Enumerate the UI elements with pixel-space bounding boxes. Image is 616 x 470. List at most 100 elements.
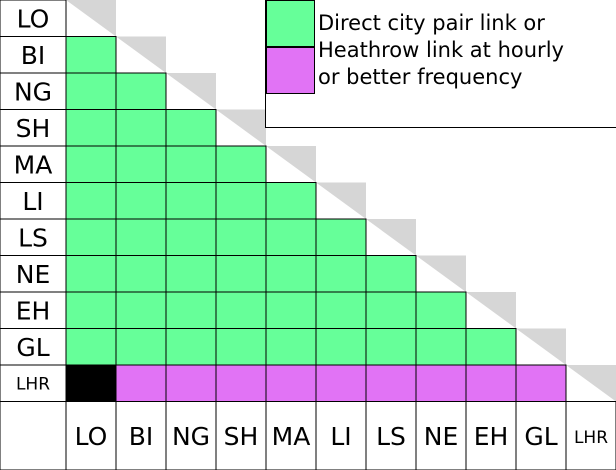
cell-li-lo (65, 182, 117, 220)
column-label-box (265, 401, 317, 470)
row-label-ls: LS (18, 223, 48, 252)
column-label-lo: LO (75, 422, 108, 451)
cell-li-bi (115, 182, 167, 220)
cell-ne-ma (265, 255, 317, 293)
cell-gl-ma (265, 328, 317, 366)
cell-sh-bi (115, 109, 167, 147)
column-label-ne: NE (424, 422, 459, 451)
row-label-box (0, 0, 67, 37)
cell-ne-lo (65, 255, 117, 293)
cell-gl-sh (215, 328, 267, 366)
cell-eh-ls (365, 291, 417, 329)
column-label-box (65, 401, 117, 470)
cell-ls-bi (115, 218, 167, 256)
legend-line-3: or better frequency (318, 65, 523, 89)
cell-lhr-ls (365, 364, 417, 402)
cell-ne-ls (365, 255, 417, 293)
row-label-gl: GL (16, 333, 49, 362)
row-label-lo: LO (17, 4, 50, 33)
row-label-sh: SH (16, 114, 51, 143)
column-label-ng: NG (172, 422, 210, 451)
cell-li-ma (265, 182, 317, 220)
legend-line-2: Heathrow link at hourly (318, 38, 564, 62)
cell-eh-lo (65, 291, 117, 329)
cell-lhr-li (315, 364, 367, 402)
cell-ma-bi (115, 145, 167, 183)
cell-sh-ng (165, 109, 217, 147)
row-label-li: LI (22, 187, 43, 216)
cell-ls-sh (215, 218, 267, 256)
cell-lhr-bi (115, 364, 167, 402)
row-label-box (0, 255, 67, 293)
cell-ls-lo (65, 218, 117, 256)
cell-ls-ng (165, 218, 217, 256)
row-label-ne: NE (16, 260, 51, 289)
cell-ma-sh (215, 145, 267, 183)
cell-bi-lo (65, 36, 117, 74)
column-label-sh: SH (224, 422, 259, 451)
column-label-box (115, 401, 167, 470)
column-label-box (315, 401, 367, 470)
row-label-box (0, 109, 67, 147)
cell-lhr-eh (465, 364, 517, 402)
cell-ng-bi (115, 72, 167, 110)
diagonal-shade (66, 0, 616, 402)
column-label-eh: EH (474, 422, 509, 451)
column-label-box (465, 401, 517, 470)
cell-ls-li (315, 218, 367, 256)
legend-line-1: Direct city pair link or (318, 11, 545, 35)
column-label-box (215, 401, 267, 470)
cell-lhr-gl (515, 364, 567, 402)
cell-lhr-ne (415, 364, 467, 402)
cell-eh-ng (165, 291, 217, 329)
cell-gl-ng (165, 328, 217, 366)
cell-ne-li (315, 255, 367, 293)
column-label-bi: BI (129, 422, 154, 451)
cell-lhr-sh (215, 364, 267, 402)
row-label-ma: MA (14, 150, 53, 179)
cell-sh-lo (65, 109, 117, 147)
cell-eh-ne (415, 291, 467, 329)
cell-gl-eh (465, 328, 517, 366)
cell-li-ng (165, 182, 217, 220)
cell-gl-ne (415, 328, 467, 366)
cell-eh-sh (215, 291, 267, 329)
column-label-lhr: LHR (574, 428, 608, 448)
row-label-box (0, 145, 67, 183)
cell-ma-lo (65, 145, 117, 183)
cell-gl-li (315, 328, 367, 366)
cell-eh-bi (115, 291, 167, 329)
corner-cell (0, 401, 67, 470)
cell-lhr-lo (65, 364, 117, 402)
column-label-ma: MA (272, 422, 311, 451)
cell-ne-sh (215, 255, 267, 293)
legend-swatch-direct (266, 0, 315, 47)
cell-eh-ma (265, 291, 317, 329)
row-label-lhr: LHR (16, 374, 50, 394)
row-label-box (0, 218, 67, 256)
cell-ma-ng (165, 145, 217, 183)
cell-lhr-ng (165, 364, 217, 402)
legend: Direct city pair link or Heathrow link a… (265, 0, 616, 128)
column-label-box (415, 401, 467, 470)
cell-eh-li (315, 291, 367, 329)
row-label-eh: EH (16, 296, 51, 325)
cell-gl-bi (115, 328, 167, 366)
cell-lhr-ma (265, 364, 317, 402)
column-label-box (165, 401, 217, 470)
column-label-ls: LS (376, 422, 406, 451)
legend-swatch-heathrow (266, 47, 315, 94)
cell-ls-ma (265, 218, 317, 256)
column-label-box (565, 401, 616, 470)
column-label-gl: GL (524, 422, 557, 451)
cell-gl-ls (365, 328, 417, 366)
cell-ne-bi (115, 255, 167, 293)
cell-gl-lo (65, 328, 117, 366)
legend-text: Direct city pair link or Heathrow link a… (318, 10, 614, 91)
cell-li-sh (215, 182, 267, 220)
cell-ne-ng (165, 255, 217, 293)
row-label-box (0, 72, 67, 110)
cell-ng-lo (65, 72, 117, 110)
